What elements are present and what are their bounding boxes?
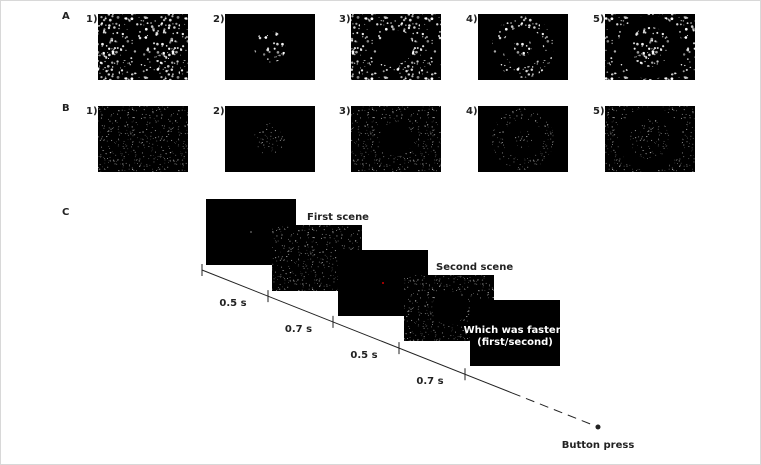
stimulus-label: 1) xyxy=(86,14,98,25)
stimulus-image xyxy=(225,106,315,172)
panel-label: A xyxy=(62,11,70,22)
interval-label: 0.7 s xyxy=(416,376,443,387)
stimulus-label: 4) xyxy=(466,14,478,25)
stimulus-label: 5) xyxy=(593,106,605,117)
stimulus-image xyxy=(605,14,695,80)
timeline xyxy=(201,269,513,394)
stimulus-label: 5) xyxy=(593,14,605,25)
interval-label: 0.5 s xyxy=(219,298,246,309)
timeline-dashed xyxy=(511,392,599,428)
end-dot xyxy=(595,424,601,430)
stimulus-image xyxy=(605,106,695,172)
stimulus-image xyxy=(478,106,568,172)
scene-label: Second scene xyxy=(436,262,513,273)
prompt-line: (first/second) xyxy=(477,337,553,348)
fixation-dot xyxy=(382,282,384,284)
stimulus-label: 3) xyxy=(339,106,351,117)
panel-label: B xyxy=(62,103,70,114)
stimulus-image xyxy=(478,14,568,80)
stimulus-image xyxy=(98,14,188,80)
scene-label: First scene xyxy=(307,212,369,223)
panel-label: C xyxy=(62,207,69,218)
stimulus-label: 3) xyxy=(339,14,351,25)
stimulus-label: 2) xyxy=(213,14,225,25)
stimulus-image xyxy=(98,106,188,172)
interval-label: 0.5 s xyxy=(350,350,377,361)
prompt-line: Which was faster? xyxy=(464,325,567,336)
stimulus-label: 2) xyxy=(213,106,225,117)
stimulus-image xyxy=(351,106,441,172)
screen xyxy=(470,300,560,366)
fixation-dot xyxy=(250,231,252,233)
stimulus-image xyxy=(225,14,315,80)
interval-label: 0.7 s xyxy=(285,324,312,335)
stimulus-label: 1) xyxy=(86,106,98,117)
end-label: Button press xyxy=(562,440,635,451)
stimulus-label: 4) xyxy=(466,106,478,117)
stimulus-image xyxy=(351,14,441,80)
